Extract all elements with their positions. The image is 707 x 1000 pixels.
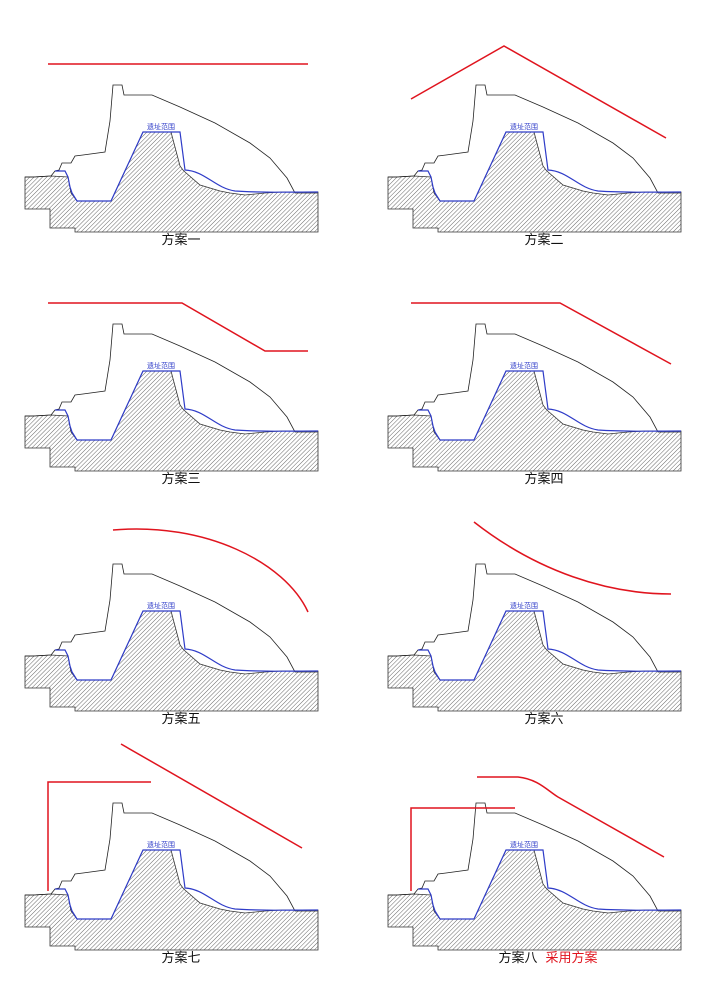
section-drawing: 遗址范围 — [24, 302, 319, 472]
site-boundary — [55, 131, 319, 202]
site-range-label: 遗址范围 — [510, 840, 538, 849]
site-boundary — [418, 370, 682, 441]
scheme-name: 方案四 — [524, 472, 564, 487]
section-drawing: 遗址范围 — [24, 528, 319, 712]
section-drawing: 遗址范围 — [24, 743, 319, 951]
scheme-name: 方案三 — [161, 472, 201, 487]
roof-line — [473, 521, 672, 595]
ground-section — [387, 370, 682, 472]
caption: 方案五 — [25, 708, 345, 727]
section-drawing: 遗址范围 — [387, 45, 682, 233]
caption: 方案二 — [388, 229, 707, 248]
scheme-panel-6: 遗址范围 方案六 — [387, 512, 707, 742]
section-drawing: 遗址范围 — [387, 776, 682, 951]
scheme-panel-5: 遗址范围 方案五 — [24, 512, 345, 742]
scheme-name: 方案七 — [161, 951, 201, 966]
caption: 方案三 — [25, 468, 345, 487]
roof-line — [120, 743, 303, 849]
caption: 方案六 — [388, 708, 707, 727]
ground-section — [24, 131, 319, 233]
site-boundary — [418, 610, 682, 681]
scheme-panel-4: 遗址范围 方案四 — [387, 272, 707, 502]
roof-line — [48, 302, 308, 352]
site-range-label: 遗址范围 — [147, 840, 175, 849]
site-boundary — [418, 849, 682, 920]
site-boundary — [55, 849, 319, 920]
section-drawing: 遗址范围 — [387, 521, 682, 712]
adopted-label: 采用方案 — [545, 951, 598, 966]
site-boundary — [55, 370, 319, 441]
caption: 方案一 — [25, 229, 345, 248]
roof-line — [411, 302, 672, 365]
scheme-panel-7: 遗址范围 方案七 — [24, 743, 345, 981]
ground-section — [24, 370, 319, 472]
site-boundary — [418, 131, 682, 202]
scheme-panel-3: 遗址范围 方案三 — [24, 272, 345, 502]
site-range-label: 遗址范围 — [510, 601, 538, 610]
roof-line — [410, 45, 667, 139]
ground-section — [387, 849, 682, 951]
ground-section — [387, 610, 682, 712]
roof-line — [47, 781, 151, 891]
ground-section — [24, 849, 319, 951]
site-range-label: 遗址范围 — [147, 601, 175, 610]
site-range-label: 遗址范围 — [510, 122, 538, 131]
site-range-label: 遗址范围 — [147, 361, 175, 370]
roof-line — [477, 776, 665, 858]
section-drawing: 遗址范围 — [24, 63, 319, 233]
roof-line — [410, 807, 515, 891]
roof-line — [112, 528, 309, 613]
caption: 方案八 采用方案 — [388, 947, 707, 966]
scheme-name: 方案六 — [524, 712, 564, 727]
scheme-name: 方案二 — [524, 233, 564, 248]
site-boundary — [55, 610, 319, 681]
ground-section — [24, 610, 319, 712]
caption: 方案四 — [388, 468, 707, 487]
scheme-panel-1: 遗址范围 方案一 — [24, 33, 345, 263]
scheme-name: 方案一 — [161, 233, 201, 248]
scheme-name: 方案五 — [161, 712, 201, 727]
ground-section — [387, 131, 682, 233]
caption: 方案七 — [25, 947, 345, 966]
scheme-panel-2: 遗址范围 方案二 — [387, 33, 707, 263]
site-range-label: 遗址范围 — [147, 122, 175, 131]
scheme-panel-8: 遗址范围 方案八 采用方案 — [387, 751, 707, 981]
site-range-label: 遗址范围 — [510, 361, 538, 370]
section-drawing: 遗址范围 — [387, 302, 682, 472]
scheme-name: 方案八 — [498, 951, 538, 966]
